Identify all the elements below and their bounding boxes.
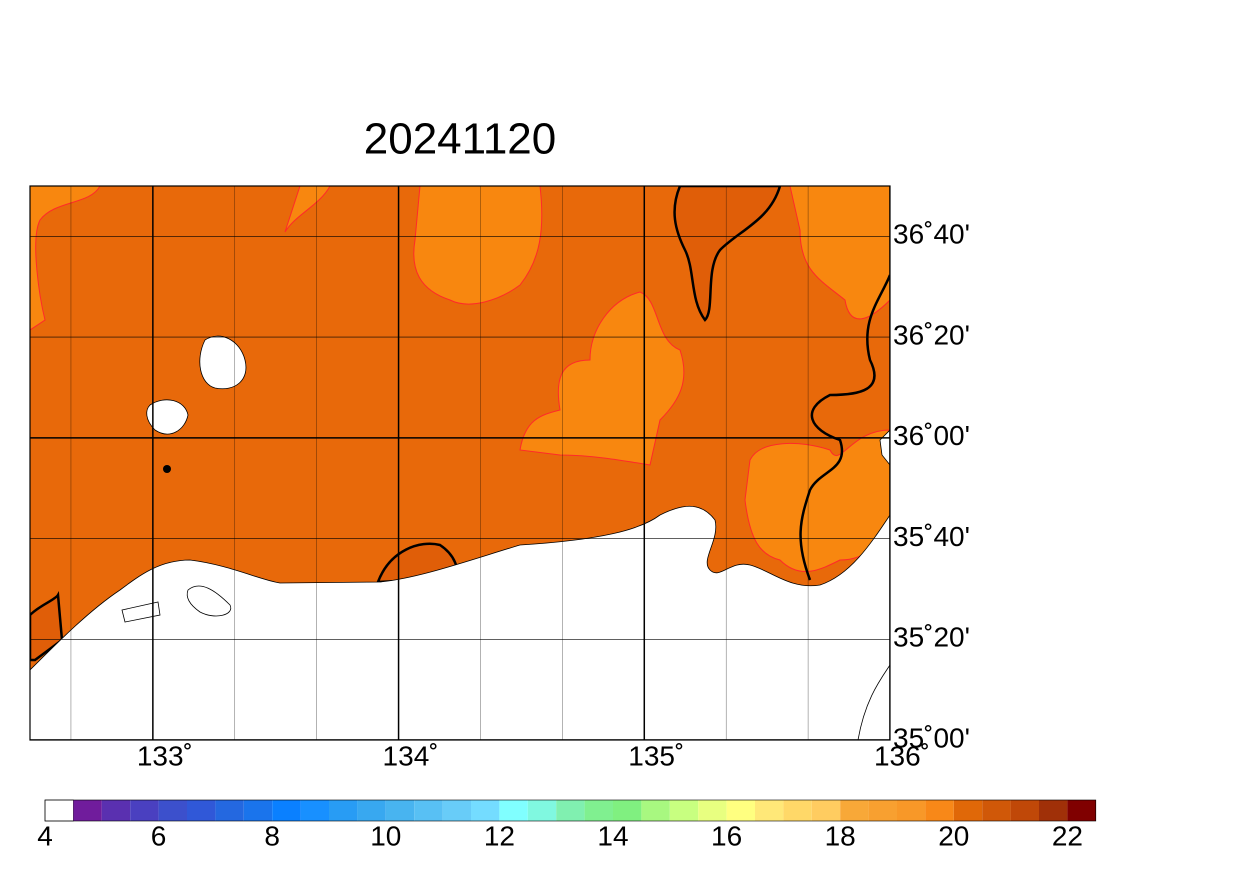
island [186,585,232,617]
colorbar-cell [73,800,102,821]
title: 20241120 [364,115,557,164]
x-tick-label: 134˚ [383,740,439,771]
colorbar-cell [357,800,386,821]
colorbar-cell [385,800,415,821]
island-dot [163,465,171,473]
colorbar-cell [187,800,216,821]
colorbar-tick-label: 22 [1052,820,1083,851]
colorbar-cell [982,800,1011,821]
colorbar-tick-label: 16 [711,820,742,851]
zone [30,591,64,662]
colorbar-tick-label: 20 [938,820,969,851]
colorbar-cell [897,800,926,821]
zone [673,186,782,322]
y-tick-label: 36˚40' [893,219,970,250]
colorbar-cell [527,800,557,821]
colorbar-cell [925,800,954,821]
island [121,601,161,623]
colorbar-cell [1067,800,1096,821]
colorbar-cell [272,800,301,821]
island [199,335,247,390]
colorbar-cell [613,800,642,821]
colorbar-cell [414,800,443,821]
zone [413,186,543,305]
colorbar-tick-label: 6 [151,820,167,851]
colorbar-cell [44,799,74,822]
colorbar-cell [840,800,869,821]
island [879,429,890,466]
x-tick-label: 135˚ [628,740,684,771]
x-tick-label: 136˚ [874,740,930,771]
colorbar: 4 6 8 10 12 14 16 18 20 22 [37,799,1097,851]
colorbar-cell [584,800,613,821]
y-tick-label: 36˚20' [893,319,970,350]
y-tick-label: 35˚40' [893,521,970,552]
colorbar-cell [755,800,784,821]
colorbar-cell [783,800,812,821]
zone [30,186,101,331]
grid [30,186,890,740]
y-tick-label: 35˚00' [893,722,970,753]
colorbar-cell [329,800,358,821]
colorbar-cell [130,800,159,821]
map-area [30,186,890,740]
colorbar-cell [868,800,897,821]
y-tick-label: 35˚20' [893,622,970,653]
colorbar-cell [1039,800,1068,821]
map-frame [29,185,891,741]
colorbar-cell [442,800,471,821]
colorbar-cell [726,800,755,821]
colorbar-cell [811,800,841,821]
colorbar-cell [300,800,329,821]
colorbar-cell [953,800,983,821]
colorbar-cell [1010,800,1039,821]
colorbar-cell [556,800,585,821]
colorbar-frame [44,799,1097,822]
colorbar-cell [641,800,670,821]
colorbar-cell [215,800,244,821]
colorbar-cell [669,800,699,821]
mainland [30,505,890,740]
colorbar-cell [101,800,131,821]
colorbar-cell [698,800,727,821]
colorbar-cell [158,800,187,821]
colorbar-tick-label: 8 [264,820,280,851]
colorbar-tick-label: 18 [825,820,856,851]
zone [789,186,890,320]
colorbar-tick-label: 10 [370,820,401,851]
colorbar-cell [243,800,273,821]
colorbar-tick-label: 12 [484,820,515,851]
colorbar-cell [499,800,528,821]
colorbar-cell [471,800,500,821]
cooler-zones [30,186,782,662]
warmer-zones [30,186,890,573]
zone [519,291,685,466]
x-tick-label: 133˚ [137,740,193,771]
colorbar-tick-label: 14 [597,820,628,851]
land [30,335,890,740]
axis-labels: 133˚ 134˚ 135˚ 136˚35˚00' 35˚20' 35˚40' 36˚00'… [137,219,970,772]
y-tick-label: 36˚00' [893,420,970,451]
contour-line [799,274,890,581]
colorbar-tick-label: 4 [37,820,53,851]
island [146,399,189,435]
